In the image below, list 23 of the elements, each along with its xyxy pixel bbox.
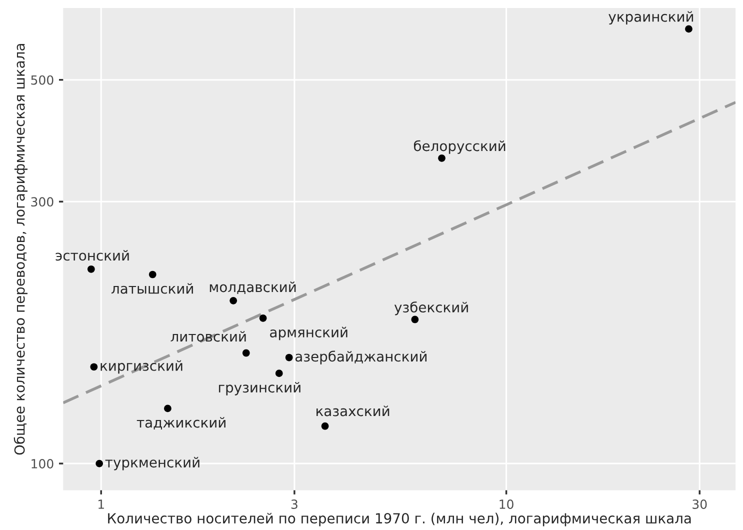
y-tick-label: 300 xyxy=(31,197,54,207)
annotation: узбекский xyxy=(394,302,468,316)
annotation: белорусский xyxy=(414,140,506,154)
annotation: литовский xyxy=(170,331,246,342)
annotation: туркменский xyxy=(105,456,200,470)
annotation: эстонский xyxy=(56,250,129,261)
annotation: латышский xyxy=(112,283,193,294)
annotation: грузинский xyxy=(218,382,300,396)
x-tick-label: 1 xyxy=(98,500,104,509)
annotation: азербайджанский xyxy=(295,350,427,364)
x-tick-label: 10 xyxy=(500,500,514,509)
annotation: молдавский xyxy=(210,282,296,294)
y-tick-label: 100 xyxy=(32,459,54,468)
x-tick-label: 3 xyxy=(291,500,298,509)
y-axis-title: Общее количество переводов, логарифмическая шкала xyxy=(14,44,28,455)
annotation: казахский xyxy=(316,406,390,416)
x-tick-label: 30 xyxy=(692,500,707,509)
annotation: украинский xyxy=(608,11,694,25)
annotation: киргизский xyxy=(100,360,182,374)
annotation: армянский xyxy=(270,326,348,340)
annotation: таджикский xyxy=(136,417,226,430)
x-axis-title: Количество носителей по переписи 1970 г. (млн чел), логарифмическая шкала xyxy=(108,512,691,526)
y-tick-label: 500 xyxy=(31,75,54,85)
